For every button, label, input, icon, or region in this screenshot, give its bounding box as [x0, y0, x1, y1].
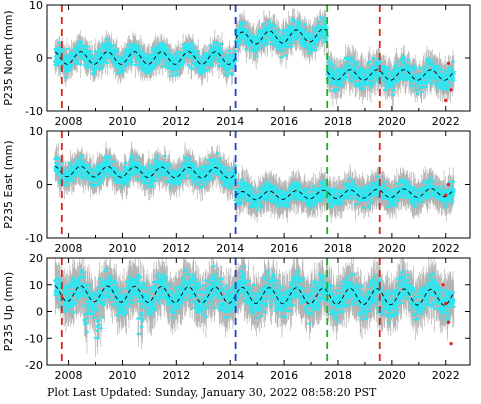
x-tick-label: 2018 [324, 242, 352, 255]
x-tick-label: 2016 [270, 242, 298, 255]
y-tick-label: -10 [25, 232, 43, 245]
outlier-point [446, 182, 451, 187]
y-tick-label: 10 [29, 125, 43, 138]
y-tick-label: -20 [25, 359, 43, 372]
y-axis-title: P235 North (mm) [2, 10, 15, 105]
x-tick-label: 2020 [378, 115, 406, 128]
model-fit-line-1 [235, 28, 328, 45]
footer-label: Plot Last Updated: [47, 386, 152, 399]
y-tick-label: -10 [25, 332, 43, 345]
x-tick-label: 2016 [270, 369, 298, 382]
x-tick-label: 2012 [162, 369, 190, 382]
x-tick-label: 2022 [432, 242, 460, 255]
model-fit-line-2 [326, 69, 455, 81]
y-tick-label: 0 [36, 306, 43, 319]
y-tick-label: 0 [36, 179, 43, 192]
y-axis-title: P235 East (mm) [2, 140, 15, 228]
model-fit-line-0 [54, 51, 236, 65]
outlier-point [444, 301, 448, 306]
x-tick-label: 2012 [162, 242, 190, 255]
outlier-point [449, 342, 453, 346]
y-tick-label: -10 [25, 105, 43, 118]
y-tick-label: 10 [29, 0, 43, 12]
y-tick-label: 20 [29, 252, 43, 265]
outlier-point [444, 98, 448, 102]
x-tick-label: 2014 [216, 115, 244, 128]
data-points-series [53, 16, 456, 97]
y-tick-label: 0 [36, 52, 43, 65]
footer-timestamp: Sunday, January 30, 2022 08:58:20 PST [154, 386, 377, 399]
x-tick-label: 2008 [55, 369, 83, 382]
outlier-point [449, 88, 453, 92]
x-tick-label: 2010 [108, 115, 136, 128]
x-tick-label: 2010 [108, 242, 136, 255]
x-tick-label: 2020 [378, 242, 406, 255]
x-tick-label: 2018 [324, 369, 352, 382]
outlier-point [441, 283, 445, 287]
outlier-point [446, 320, 451, 324]
x-tick-label: 2010 [108, 369, 136, 382]
outlier-point [446, 61, 451, 65]
data-points-series [53, 265, 456, 340]
panel-0-plot-area [53, 5, 456, 111]
outlier-point [444, 193, 448, 197]
panel-1-plot-area [53, 131, 456, 238]
x-tick-label: 2008 [55, 242, 83, 255]
model-fit-line-1 [235, 188, 455, 201]
x-tick-label: 2014 [216, 242, 244, 255]
panel-2-plot-area [53, 258, 456, 365]
x-tick-label: 2016 [270, 115, 298, 128]
x-tick-label: 2014 [216, 369, 244, 382]
model-fit-line-0 [54, 165, 236, 179]
model-fit-line-0 [54, 285, 455, 306]
x-tick-label: 2008 [55, 115, 83, 128]
y-axis-title: P235 Up (mm) [2, 272, 15, 352]
y-tick-label: 10 [29, 279, 43, 292]
x-tick-label: 2022 [432, 369, 460, 382]
x-tick-label: 2018 [324, 115, 352, 128]
x-tick-label: 2012 [162, 115, 190, 128]
x-tick-label: 2020 [378, 369, 406, 382]
footer: Plot Last Updated: Sunday, January 30, 2… [47, 386, 376, 399]
x-tick-label: 2022 [432, 115, 460, 128]
